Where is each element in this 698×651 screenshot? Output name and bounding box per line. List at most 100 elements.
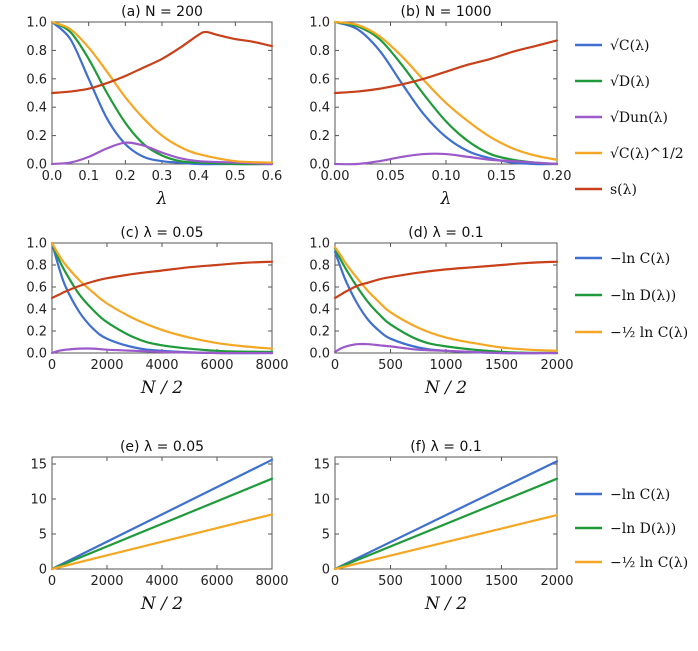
x-tick-label: 0.5 bbox=[225, 169, 246, 184]
series-line-b-2 bbox=[333, 152, 559, 166]
x-axis-label-b: λ bbox=[440, 189, 452, 209]
y-tick-label: 1.0 bbox=[26, 16, 47, 31]
series-line-c-0 bbox=[50, 241, 274, 355]
y-tick-label: 0.4 bbox=[26, 101, 47, 116]
y-tick-label: 5 bbox=[39, 528, 47, 543]
plot-frame-c bbox=[51, 242, 273, 354]
x-tick-label: 0.20 bbox=[543, 169, 572, 184]
y-tick-label: 0.0 bbox=[26, 158, 47, 173]
y-tick-label: 0.8 bbox=[309, 259, 330, 274]
series-line-c-3 bbox=[50, 241, 274, 350]
x-axis-label-f: N / 2 bbox=[424, 594, 467, 614]
y-tick-label: 0.2 bbox=[309, 325, 330, 340]
chart-title-e: (e) λ = 0.05 bbox=[120, 439, 204, 455]
legend-top: √C(λ) √D(λ) √Dun(λ) √C(λ)^1/2 s(λ) bbox=[575, 38, 684, 198]
x-tick-label: 0.10 bbox=[432, 169, 461, 184]
series-line-e-2 bbox=[50, 513, 274, 571]
y-tick-label: 0.2 bbox=[309, 129, 330, 144]
y-tick-label: 1.0 bbox=[26, 237, 47, 252]
y-tick-label: 0.6 bbox=[309, 281, 330, 296]
x-tick-label: 0.2 bbox=[115, 169, 136, 184]
series-line-b-0 bbox=[333, 20, 559, 166]
x-tick-label: 0.15 bbox=[487, 169, 516, 184]
y-tick-label: 0.8 bbox=[26, 44, 47, 59]
series-line-b-1 bbox=[333, 20, 559, 166]
y-tick-label: 0.6 bbox=[26, 281, 47, 296]
x-tick-label: 8000 bbox=[255, 358, 288, 373]
y-tick-label: 0.4 bbox=[309, 303, 330, 318]
x-tick-label: 0.3 bbox=[152, 169, 173, 184]
series-line-c-1 bbox=[50, 241, 274, 353]
x-tick-label: 1000 bbox=[429, 358, 462, 373]
y-tick-label: 1.0 bbox=[309, 237, 330, 252]
panel-a: (a) N = 200 0.0 0.1 0.2 0.3 0.4 0.5 0.6 0.0 0.2 0.… bbox=[26, 4, 282, 209]
series-line-a-2 bbox=[50, 141, 274, 166]
legend-label: −½ ln C(λ) bbox=[610, 555, 688, 571]
legend-label: −ln D(λ)) bbox=[610, 521, 676, 537]
y-tick-label: 0 bbox=[39, 563, 47, 578]
x-tick-label: 0 bbox=[331, 574, 339, 589]
x-tick-label: 1000 bbox=[429, 574, 462, 589]
y-tick-label: 0.6 bbox=[26, 72, 47, 87]
y-tick-label: 0.8 bbox=[26, 259, 47, 274]
series-line-f-1 bbox=[333, 477, 559, 571]
chart-title-c: (c) λ = 0.05 bbox=[120, 225, 203, 241]
legend-label: s(λ) bbox=[610, 182, 637, 198]
x-tick-label: 0.6 bbox=[262, 169, 283, 184]
panel-b: (b) N = 1000 0.00 0.05 0.10 0.15 0.20 0.0 0.2 0.… bbox=[309, 4, 571, 209]
series-line-f-0 bbox=[333, 460, 559, 571]
x-tick-label: 0.0 bbox=[42, 169, 63, 184]
y-tick-label: 1.0 bbox=[309, 16, 330, 31]
y-tick-label: 0.0 bbox=[309, 158, 330, 173]
y-tick-label: 5 bbox=[322, 528, 330, 543]
series-line-c-2 bbox=[50, 347, 274, 355]
y-tick-label: 15 bbox=[313, 458, 330, 473]
x-tick-label: 0 bbox=[48, 574, 56, 589]
legend-label: √C(λ)^1/2 bbox=[610, 146, 684, 162]
series-line-f-2 bbox=[333, 514, 559, 571]
legend-label: √D(λ) bbox=[610, 74, 650, 90]
x-axis-label-d: N / 2 bbox=[424, 378, 467, 398]
series-line-d-3 bbox=[333, 246, 559, 352]
y-tick-label: 0.2 bbox=[26, 129, 47, 144]
x-tick-label: 0 bbox=[48, 358, 56, 373]
plot-frame-b bbox=[334, 21, 558, 165]
x-tick-label: 1500 bbox=[485, 358, 518, 373]
y-tick-label: 10 bbox=[30, 493, 47, 508]
y-tick-label: 0.8 bbox=[309, 44, 330, 59]
legend-label: −½ ln C(λ) bbox=[610, 325, 688, 341]
legend-bottom: −ln C(λ) −ln D(λ)) −½ ln C(λ) bbox=[575, 487, 688, 571]
x-tick-label: 0.00 bbox=[321, 169, 350, 184]
series-line-a-3 bbox=[50, 20, 274, 164]
x-tick-label: 1500 bbox=[485, 574, 518, 589]
legend-label: −ln C(λ) bbox=[610, 487, 670, 503]
x-tick-label: 2000 bbox=[540, 574, 573, 589]
legend-label: √C(λ) bbox=[610, 38, 649, 54]
y-tick-label: 15 bbox=[30, 458, 47, 473]
series-line-c-4 bbox=[50, 260, 274, 300]
x-axis-label-a: λ bbox=[156, 189, 168, 209]
x-tick-label: 6000 bbox=[200, 358, 233, 373]
y-tick-label: 0.2 bbox=[26, 325, 47, 340]
series-line-b-3 bbox=[333, 20, 559, 161]
panel-f: (f) λ = 0.1 0 500 1000 1500 2000 0 5 10 15 N / 2 bbox=[313, 439, 573, 614]
x-tick-label: 4000 bbox=[145, 574, 178, 589]
x-tick-label: 0.1 bbox=[78, 169, 99, 184]
y-tick-label: 0.6 bbox=[309, 72, 330, 87]
series-line-d-1 bbox=[333, 247, 559, 355]
y-tick-label: 0.0 bbox=[26, 347, 47, 362]
series-line-b-4 bbox=[333, 39, 559, 95]
legend-label: √Dun(λ) bbox=[610, 110, 668, 126]
legend-label: −ln D(λ)) bbox=[610, 288, 676, 304]
series-line-d-2 bbox=[333, 342, 559, 355]
chart-title-b: (b) N = 1000 bbox=[401, 4, 492, 20]
chart-title-d: (d) λ = 0.1 bbox=[408, 225, 483, 241]
chart-title-a: (a) N = 200 bbox=[121, 4, 203, 20]
x-tick-label: 8000 bbox=[255, 574, 288, 589]
y-tick-label: 0.4 bbox=[26, 303, 47, 318]
x-tick-label: 2000 bbox=[540, 358, 573, 373]
x-axis-label-e: N / 2 bbox=[140, 594, 183, 614]
y-tick-label: 0 bbox=[322, 563, 330, 578]
x-tick-label: 500 bbox=[378, 358, 403, 373]
